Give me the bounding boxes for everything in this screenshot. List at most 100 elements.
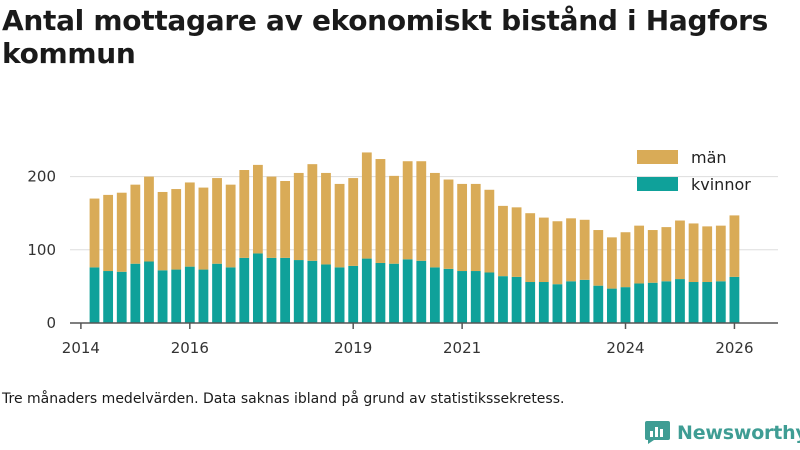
bar-man-42 — [661, 227, 672, 282]
bar-man-33 — [538, 217, 549, 283]
bar-man-18 — [334, 183, 345, 268]
bar-kvinnor-24 — [416, 260, 427, 323]
x-tick-label-2026: 2026 — [715, 339, 753, 357]
bar-man-39 — [620, 232, 631, 288]
bar-man-11 — [239, 170, 250, 258]
bar-kvinnor-18 — [334, 267, 345, 323]
bar-kvinnor-35 — [566, 281, 576, 323]
bar-kvinnor-40 — [634, 283, 645, 323]
bar-kvinnor-3 — [130, 263, 141, 323]
bar-kvinnor-26 — [443, 268, 454, 323]
bar-kvinnor-10 — [225, 267, 236, 323]
bar-kvinnor-37 — [593, 285, 604, 323]
bar-kvinnor-21 — [375, 262, 386, 323]
bar-kvinnor-11 — [239, 257, 250, 323]
x-tick-label-2024: 2024 — [606, 339, 644, 357]
bar-kvinnor-43 — [675, 279, 685, 323]
bar-man-41 — [647, 230, 658, 283]
bar-kvinnor-2 — [116, 271, 127, 323]
bar-kvinnor-7 — [184, 266, 195, 323]
bar-kvinnor-32 — [525, 282, 536, 323]
bar-man-17 — [321, 172, 331, 265]
bar-kvinnor-19 — [348, 265, 359, 323]
bar-man-0 — [89, 198, 100, 268]
bar-man-9 — [212, 178, 222, 264]
legend-swatch-man — [637, 150, 678, 164]
legend: män kvinnor — [637, 148, 751, 194]
bar-man-47 — [729, 215, 740, 277]
bar-man-37 — [593, 230, 604, 286]
bar-man-27 — [457, 183, 468, 272]
bar-man-21 — [375, 159, 386, 263]
bar-kvinnor-39 — [620, 287, 631, 323]
bar-kvinnor-15 — [293, 260, 304, 323]
bar-kvinnor-6 — [171, 269, 182, 323]
bar-man-24 — [416, 161, 427, 261]
bar-man-5 — [157, 191, 168, 271]
bar-kvinnor-17 — [321, 264, 331, 323]
bar-man-15 — [293, 172, 304, 261]
bar-kvinnor-9 — [212, 263, 222, 323]
bar-man-43 — [675, 220, 685, 280]
bar-kvinnor-27 — [457, 271, 468, 323]
brand-logo: Newsworthy — [644, 420, 800, 445]
bars — [89, 152, 740, 323]
legend-swatch-kvinnor — [637, 177, 678, 191]
bar-man-7 — [184, 182, 195, 267]
bar-kvinnor-41 — [647, 282, 658, 323]
bar-man-46 — [715, 225, 726, 282]
bar-man-3 — [130, 184, 141, 264]
bar-man-12 — [252, 164, 263, 254]
bar-kvinnor-12 — [252, 253, 263, 323]
bar-kvinnor-14 — [280, 257, 291, 323]
x-tick-label-2019: 2019 — [334, 339, 372, 357]
bar-kvinnor-20 — [361, 258, 372, 323]
bar-kvinnor-0 — [89, 267, 100, 323]
bar-man-28 — [470, 183, 481, 272]
bar-kvinnor-16 — [307, 260, 318, 323]
bar-man-13 — [266, 176, 277, 258]
bar-kvinnor-34 — [552, 284, 563, 323]
bar-man-8 — [198, 187, 209, 270]
chart-title: Antal mottagare av ekonomiskt bistånd i … — [2, 4, 768, 70]
bar-man-26 — [443, 179, 454, 269]
bar-kvinnor-44 — [688, 282, 699, 323]
bar-man-44 — [688, 223, 699, 283]
bar-man-29 — [484, 189, 495, 273]
bar-kvinnor-13 — [266, 257, 277, 323]
bar-kvinnor-4 — [144, 261, 154, 323]
bar-man-30 — [498, 205, 508, 277]
bar-man-23 — [402, 161, 413, 260]
y-tick-label-100: 100 — [27, 241, 56, 259]
bar-kvinnor-23 — [402, 259, 413, 323]
footnote: Tre månaders medelvärden. Data saknas ib… — [2, 391, 565, 407]
bar-man-25 — [429, 172, 440, 268]
bar-kvinnor-45 — [702, 282, 713, 323]
bar-kvinnor-36 — [579, 279, 590, 323]
bar-kvinnor-5 — [157, 270, 168, 323]
bar-man-40 — [634, 225, 645, 284]
bar-man-2 — [116, 192, 127, 272]
bar-kvinnor-28 — [470, 271, 481, 323]
legend-label-kvinnor: kvinnor — [691, 175, 751, 194]
bar-man-36 — [579, 219, 590, 280]
bar-man-45 — [702, 226, 713, 283]
bar-kvinnor-8 — [198, 269, 209, 323]
bar-man-1 — [103, 194, 114, 272]
bar-man-31 — [511, 207, 522, 277]
bar-kvinnor-42 — [661, 281, 672, 323]
bar-man-34 — [552, 221, 563, 285]
x-tick-label-2016: 2016 — [171, 339, 209, 357]
bar-kvinnor-1 — [103, 271, 114, 323]
bar-kvinnor-31 — [511, 276, 522, 323]
bar-man-38 — [606, 237, 617, 289]
bar-man-20 — [361, 152, 372, 259]
legend-label-man: män — [691, 148, 727, 167]
bar-man-16 — [307, 164, 318, 261]
bar-kvinnor-38 — [606, 288, 617, 323]
bar-kvinnor-29 — [484, 272, 495, 323]
bar-man-22 — [389, 175, 399, 264]
y-tick-label-0: 0 — [46, 314, 56, 332]
x-tick-label-2021: 2021 — [443, 339, 481, 357]
